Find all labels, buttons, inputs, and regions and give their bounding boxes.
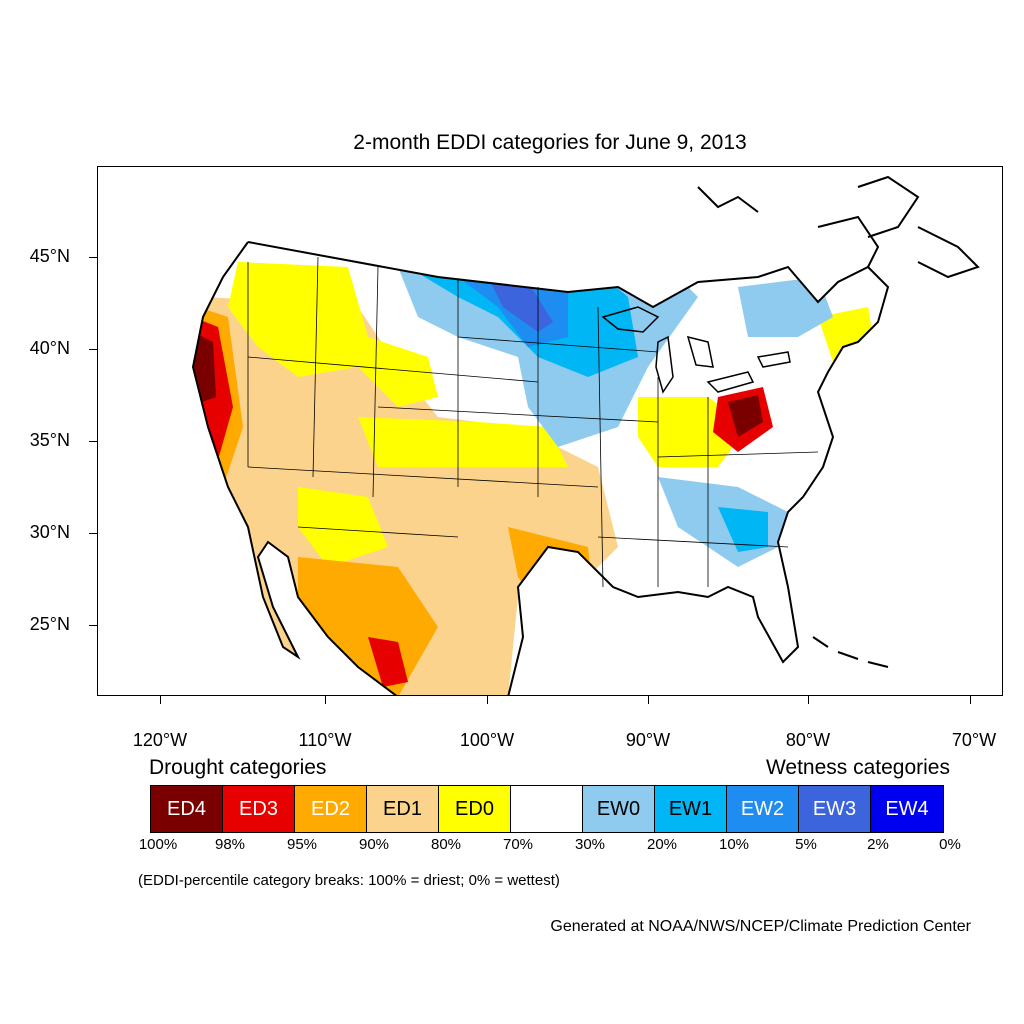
ed4-region-california (193, 332, 216, 402)
lon-label: 110°W (298, 730, 352, 750)
percentile-label: 70% (502, 836, 534, 853)
category-note: (EDDI-percentile category breaks: 100% =… (138, 872, 560, 889)
lake-erie (706, 371, 755, 393)
percentile-label: 0% (939, 836, 961, 853)
ed4-region-appalachia (728, 395, 763, 437)
percentile-label: 95% (286, 836, 318, 853)
legend-box-ew1: EW1 (655, 786, 727, 832)
lake-michigan (655, 335, 674, 394)
legend-box-ew4: EW4 (871, 786, 943, 832)
percentile-label: 98% (214, 836, 246, 853)
percentile-label: 10% (718, 836, 750, 853)
lon-tick (808, 696, 809, 704)
legend-box-ed2: ED2 (295, 786, 367, 832)
legend-box-ed4: ED4 (151, 786, 223, 832)
ew1-region-southeast (718, 507, 768, 552)
ed0-region-southwest (298, 487, 388, 567)
caribbean-islands (812, 636, 889, 668)
legend-box-neutral (511, 786, 583, 832)
lat-tick (89, 257, 97, 258)
legend-box-ew3: EW3 (799, 786, 871, 832)
lon-tick (648, 696, 649, 704)
lake-ontario (756, 351, 791, 368)
lat-label: 40°N (29, 338, 70, 358)
legend-box-ed0: ED0 (439, 786, 511, 832)
percentile-label: 20% (646, 836, 678, 853)
legend-colorbar: ED4 ED3 ED2 ED1 ED0 EW0 EW1 EW2 EW3 EW4 (150, 785, 944, 833)
lake-huron (686, 335, 714, 368)
lon-tick (970, 696, 971, 704)
ed3-region-mexico (368, 637, 408, 687)
percentile-label: 90% (358, 836, 390, 853)
percentile-label: 80% (430, 836, 462, 853)
lat-label: 35°N (29, 430, 70, 450)
legend-box-ew2: EW2 (727, 786, 799, 832)
percentile-label: 30% (574, 836, 606, 853)
ed0-region-northwest (228, 262, 438, 407)
lat-tick (89, 625, 97, 626)
lat-label: 30°N (29, 522, 70, 542)
percentile-label: 5% (795, 836, 817, 853)
lat-label: 45°N (29, 246, 70, 266)
drought-heading: Drought categories (149, 756, 327, 779)
legend-box-ed3: ED3 (223, 786, 295, 832)
canada-coastline (697, 175, 980, 279)
percentile-label: 100% (138, 836, 178, 853)
conus-map (191, 175, 980, 695)
lon-tick (160, 696, 161, 704)
lake-superior (601, 306, 660, 333)
legend-box-ed1: ED1 (367, 786, 439, 832)
lon-label: 70°W (951, 730, 997, 750)
percentile-label: 2% (867, 836, 889, 853)
lon-label: 120°W (132, 730, 188, 750)
lat-tick (89, 533, 97, 534)
state-borders (247, 256, 819, 588)
lon-tick (487, 696, 488, 704)
ew3-region-north-central (488, 277, 553, 332)
map-title: 2-month EDDI categories for June 9, 2013 (353, 131, 747, 154)
lat-tick (89, 441, 97, 442)
map-area (97, 166, 1003, 696)
lat-label: 25°N (29, 614, 70, 634)
legend-box-ew0: EW0 (583, 786, 655, 832)
ed0-region-quebec (758, 242, 868, 247)
coastline (191, 241, 890, 695)
ed0-region-plains (358, 417, 568, 467)
lat-tick (89, 349, 97, 350)
lon-label: 100°W (459, 730, 515, 750)
wetness-heading: Wetness categories (765, 756, 950, 779)
lon-label: 90°W (625, 730, 671, 750)
lon-tick (325, 696, 326, 704)
credit-text: Generated at NOAA/NWS/NCEP/Climate Predi… (550, 918, 971, 935)
lon-label: 80°W (785, 730, 831, 750)
